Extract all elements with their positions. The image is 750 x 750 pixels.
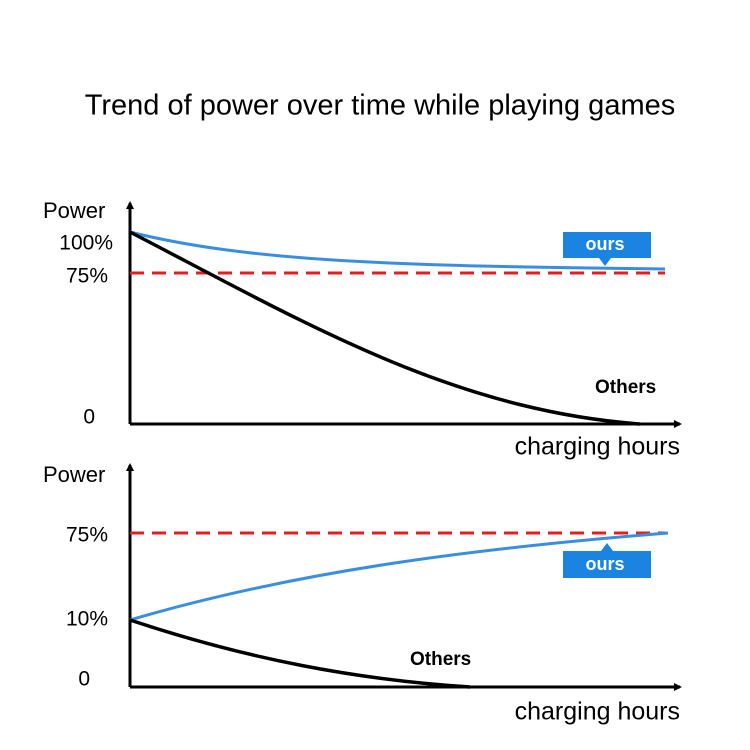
- ours-label: ours: [585, 234, 624, 254]
- tick-label: 75%: [66, 524, 108, 547]
- title: Trend of power over time while playing g…: [85, 90, 675, 122]
- ours-callout: [563, 232, 651, 266]
- ours-curve: [129, 230, 666, 271]
- y-label: Power: [43, 462, 105, 487]
- panel-bottom: Power 75% 10% 0 Others ours charging hou…: [43, 462, 682, 726]
- others-curve: [129, 230, 641, 426]
- tick-label: 100%: [59, 232, 113, 255]
- tick-label: 10%: [66, 608, 108, 631]
- x-label: charging hours: [515, 433, 680, 461]
- tick-label: 0: [83, 406, 95, 429]
- others-label: Others: [595, 377, 656, 398]
- x-label: charging hours: [515, 698, 680, 726]
- ours-curve: [129, 531, 669, 622]
- others-label: Others: [410, 649, 471, 670]
- ours-label: ours: [585, 554, 624, 574]
- panel-top: Power 100% 75% 0 Others ours charging ho…: [43, 198, 682, 461]
- ours-callout: [563, 543, 651, 578]
- tick-label: 0: [78, 668, 90, 691]
- y-label: Power: [43, 198, 105, 223]
- others-curve: [129, 618, 471, 689]
- tick-label: 75%: [66, 265, 108, 288]
